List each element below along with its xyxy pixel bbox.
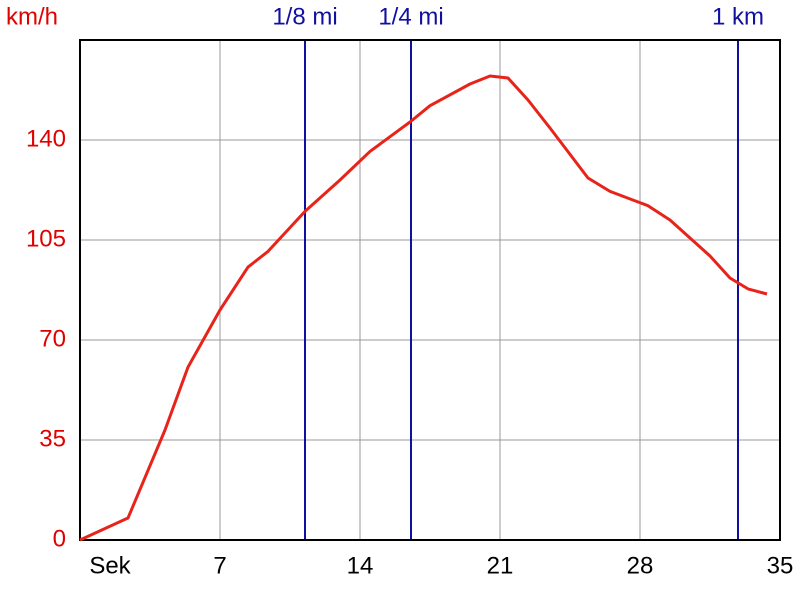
x-tick-label: 7 bbox=[213, 552, 226, 579]
distance-marker-label: 1/8 mi bbox=[272, 3, 337, 30]
y-tick-label: 0 bbox=[53, 525, 66, 552]
y-tick-label: 105 bbox=[26, 225, 66, 252]
y-axis-label: km/h bbox=[6, 3, 58, 30]
distance-marker-label: 1 km bbox=[712, 3, 764, 30]
y-tick-label: 140 bbox=[26, 125, 66, 152]
y-tick-label: 35 bbox=[39, 425, 66, 452]
x-tick-label: 35 bbox=[767, 552, 794, 579]
x-tick-label: 21 bbox=[487, 552, 514, 579]
distance-marker-label: 1/4 mi bbox=[378, 3, 443, 30]
x-tick-label: 14 bbox=[347, 552, 374, 579]
plot-frame bbox=[79, 39, 781, 541]
y-tick-label: 70 bbox=[39, 325, 66, 352]
speed-line bbox=[79, 74, 768, 542]
x-tick-label: Sek bbox=[89, 552, 131, 579]
x-tick-label: 28 bbox=[627, 552, 654, 579]
